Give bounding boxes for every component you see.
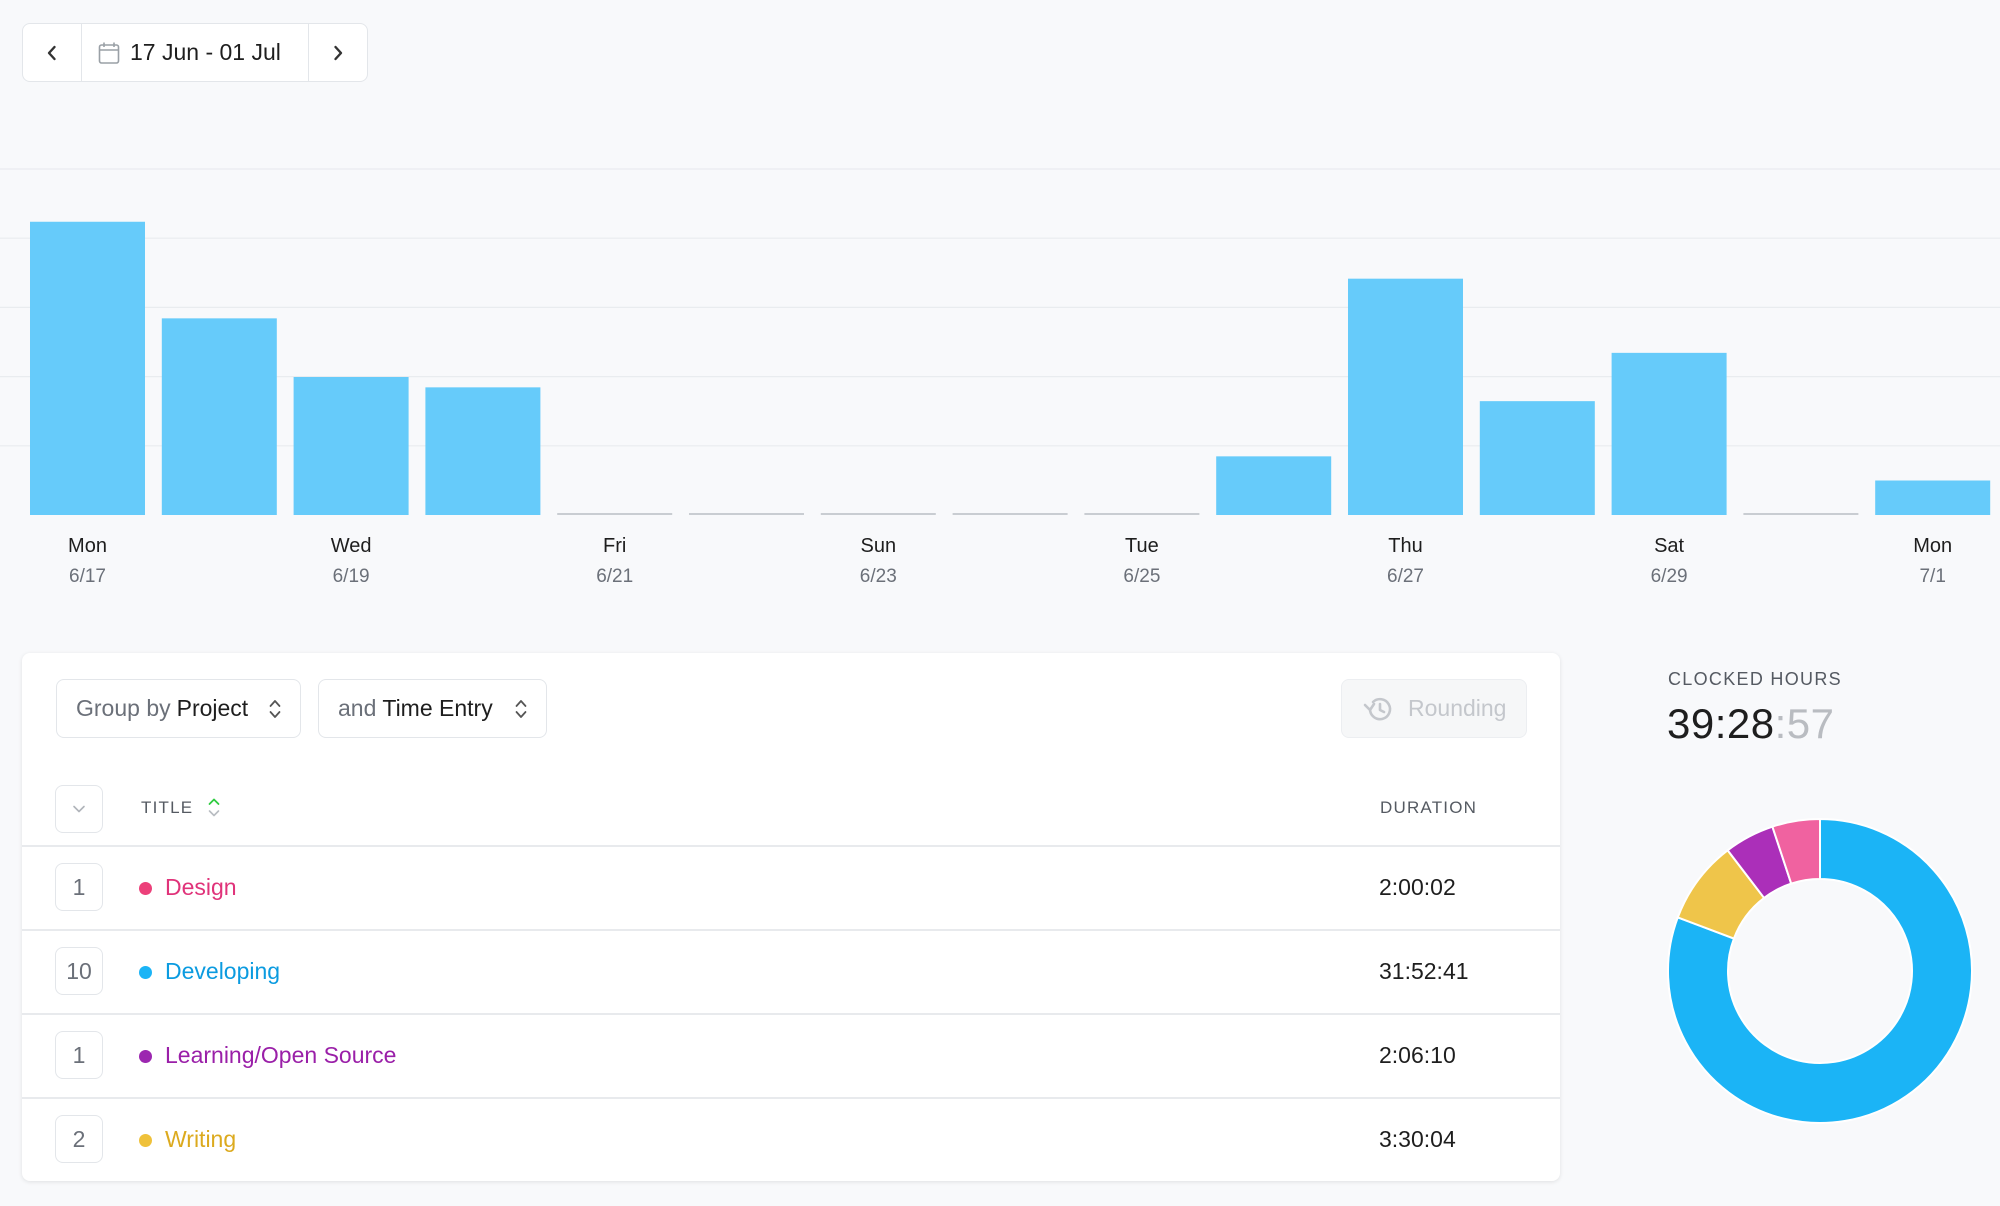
- title-column-label: TITLE: [141, 798, 194, 817]
- chevron-left-icon: [47, 45, 56, 60]
- date-range-navigator: 17 Jun - 01 Jul: [22, 23, 368, 82]
- chart-bar[interactable]: [425, 387, 541, 515]
- x-tick-day-label: Tue: [1125, 535, 1159, 557]
- next-period-button[interactable]: [309, 24, 367, 81]
- x-tick-date-label: 7/1: [1919, 566, 1945, 587]
- chart-bar[interactable]: [293, 377, 409, 515]
- entry-count-badge[interactable]: 10: [55, 947, 103, 995]
- chevron-updown-icon: [515, 700, 527, 718]
- x-tick-day-label: Fri: [603, 535, 626, 557]
- chart-bar[interactable]: [161, 318, 277, 515]
- donut-slice[interactable]: [1667, 817, 1973, 1124]
- date-range-picker[interactable]: 17 Jun - 01 Jul: [81, 24, 309, 81]
- project-title[interactable]: Learning/Open Source: [165, 1042, 397, 1068]
- chart-bar[interactable]: [1875, 480, 1991, 516]
- duration-column-header: DURATION: [1380, 798, 1478, 817]
- expand-all-toggle[interactable]: [55, 785, 103, 833]
- entry-count-badge[interactable]: 1: [55, 1031, 103, 1079]
- sort-ascending-icon: [208, 798, 220, 817]
- x-tick-day-label: Mon: [1913, 535, 1952, 557]
- project-duration: 2:00:02: [1379, 874, 1456, 900]
- clocked-hours-main: 39:28: [1667, 700, 1775, 747]
- chevron-right-icon: [334, 45, 343, 60]
- sub-group-prefix: and: [338, 695, 377, 721]
- project-color-dot: [139, 882, 152, 895]
- x-tick-date-label: 6/25: [1123, 566, 1160, 587]
- x-tick-date-label: 6/29: [1651, 566, 1688, 587]
- history-icon: [1363, 697, 1392, 720]
- project-title[interactable]: Developing: [165, 958, 281, 984]
- x-tick-day-label: Wed: [331, 535, 372, 557]
- chart-bar[interactable]: [1479, 401, 1595, 515]
- project-title[interactable]: Writing: [165, 1126, 237, 1152]
- table-row[interactable]: 1 Design 2:00:02: [22, 845, 1560, 929]
- calendar-icon: [98, 42, 120, 64]
- x-tick-date-label: 6/27: [1387, 566, 1424, 587]
- project-color-dot: [139, 1050, 152, 1063]
- x-tick-date-label: 6/19: [333, 566, 370, 587]
- table-row[interactable]: 1 Learning/Open Source 2:06:10: [22, 1013, 1560, 1097]
- rounding-button[interactable]: Rounding: [1341, 679, 1527, 738]
- project-color-dot: [139, 966, 152, 979]
- project-duration: 2:06:10: [1379, 1042, 1456, 1068]
- project-duration: 31:52:41: [1379, 958, 1469, 984]
- x-tick-day-label: Sun: [861, 535, 897, 557]
- chart-bar[interactable]: [30, 221, 145, 515]
- clocked-hours-label: CLOCKED HOURS: [1668, 669, 1842, 689]
- rounding-label: Rounding: [1408, 695, 1507, 721]
- group-by-prefix: Group by: [76, 695, 171, 721]
- chevron-down-icon: [73, 805, 85, 813]
- chart-bar[interactable]: [1348, 278, 1463, 515]
- daily-hours-bar-chart: Mon 6/17 Wed 6/19 Fri 6/21 Sun 6/23 Tue 6/25 Thu 6/…: [0, 168, 2000, 587]
- table-row[interactable]: 2 Writing 3:30:04: [22, 1097, 1560, 1181]
- table-row[interactable]: 10 Developing 31:52:41: [22, 929, 1560, 1013]
- x-tick-day-label: Mon: [68, 535, 107, 557]
- clocked-hours-value: 39:28:57: [1667, 700, 1835, 748]
- group-by-select[interactable]: Group by Project: [56, 679, 301, 738]
- previous-period-button[interactable]: [23, 24, 81, 81]
- x-tick-day-label: Thu: [1388, 535, 1422, 557]
- project-share-donut-chart: [1667, 817, 1973, 1124]
- x-tick-date-label: 6/23: [860, 566, 897, 587]
- project-title[interactable]: Design: [165, 874, 237, 900]
- chart-bar[interactable]: [1611, 352, 1727, 515]
- chart-bar[interactable]: [1216, 456, 1332, 515]
- x-tick-date-label: 6/17: [69, 566, 106, 587]
- x-tick-day-label: Sat: [1654, 535, 1684, 557]
- x-tick-date-label: 6/21: [596, 566, 633, 587]
- report-table-card: Group by Project and Time Entry Rounding…: [22, 653, 1560, 1181]
- group-by-value: Project: [176, 695, 249, 721]
- date-range-label: 17 Jun - 01 Jul: [130, 39, 281, 65]
- project-color-dot: [139, 1134, 152, 1147]
- sub-group-value: Time Entry: [382, 695, 493, 721]
- title-column-header[interactable]: TITLE: [141, 796, 221, 820]
- chevron-updown-icon: [269, 700, 281, 718]
- table-body: 1 Design 2:00:02 10 Developing 31:52:41 …: [22, 845, 1560, 1181]
- entry-count-badge[interactable]: 1: [55, 863, 103, 911]
- donut-slice[interactable]: [1771, 817, 1821, 885]
- entry-count-badge[interactable]: 2: [55, 1115, 103, 1163]
- sub-group-select[interactable]: and Time Entry: [318, 679, 547, 738]
- project-duration: 3:30:04: [1379, 1126, 1456, 1152]
- clocked-hours-seconds: :57: [1774, 700, 1835, 747]
